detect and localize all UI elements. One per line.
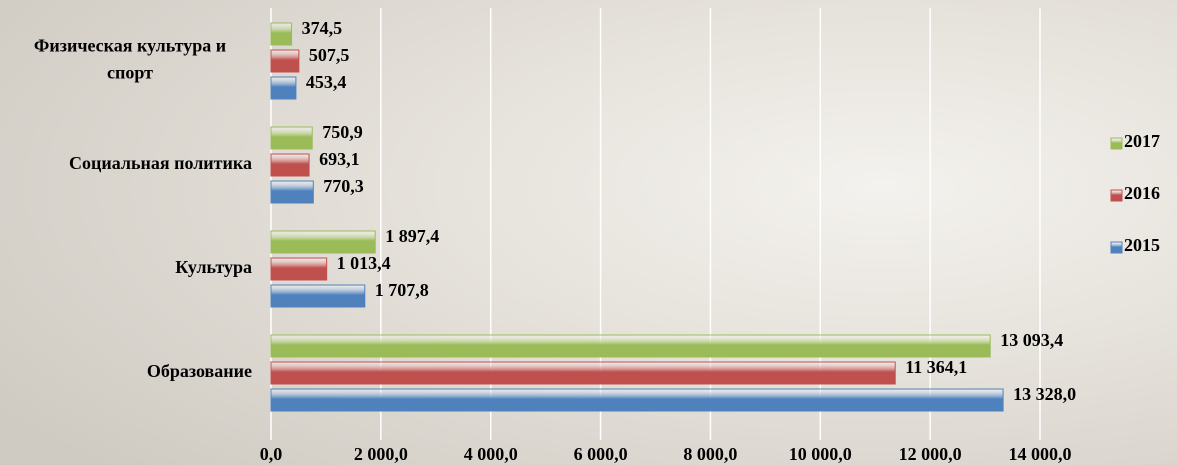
value-label: 1 897,4 xyxy=(385,226,439,246)
x-tick-label: 4 000,0 xyxy=(464,444,518,464)
bar xyxy=(271,50,299,72)
value-label: 1 707,8 xyxy=(375,280,429,300)
legend-label: 2017 xyxy=(1124,131,1160,151)
bar xyxy=(271,231,375,253)
x-tick-label: 14 000,0 xyxy=(1009,444,1072,464)
legend-swatch xyxy=(1111,138,1122,149)
page: {"chart_data": {"type": "bar", "orientat… xyxy=(0,0,1177,465)
category-label: Образование xyxy=(147,361,252,381)
legend-swatch xyxy=(1111,190,1122,201)
legend-label: 2016 xyxy=(1124,183,1160,203)
legend-label: 2015 xyxy=(1124,235,1160,255)
x-tick-label: 10 000,0 xyxy=(789,444,852,464)
value-label: 1 013,4 xyxy=(337,253,391,273)
bar xyxy=(271,154,309,176)
bar xyxy=(271,362,895,384)
value-label: 453,4 xyxy=(306,72,347,92)
value-label: 693,1 xyxy=(319,149,360,169)
value-label: 750,9 xyxy=(322,122,363,142)
category-label: Культура xyxy=(175,257,252,277)
x-tick-label: 8 000,0 xyxy=(683,444,737,464)
bar xyxy=(271,285,365,307)
bar xyxy=(271,335,990,357)
legend-swatch xyxy=(1111,242,1122,253)
value-label: 13 093,4 xyxy=(1000,330,1063,350)
bar xyxy=(271,389,1003,411)
bar xyxy=(271,127,312,149)
value-label: 374,5 xyxy=(302,18,343,38)
chart: 0,0 2 000,0 4 000,0 6 000,0 8 000,0 10 000,0 1… xyxy=(0,0,1177,465)
bar xyxy=(271,23,292,45)
category-label: Социальная политика xyxy=(69,153,252,173)
bar xyxy=(271,77,296,99)
x-tick-label: 6 000,0 xyxy=(574,444,628,464)
value-label: 507,5 xyxy=(309,45,350,65)
x-tick-label: 0,0 xyxy=(260,444,283,464)
value-label: 13 328,0 xyxy=(1013,384,1076,404)
value-label: 770,3 xyxy=(323,176,364,196)
bar xyxy=(271,181,313,203)
x-tick-label: 2 000,0 xyxy=(354,444,408,464)
value-label: 11 364,1 xyxy=(905,357,967,377)
bar xyxy=(271,258,327,280)
x-tick-label: 12 000,0 xyxy=(899,444,962,464)
